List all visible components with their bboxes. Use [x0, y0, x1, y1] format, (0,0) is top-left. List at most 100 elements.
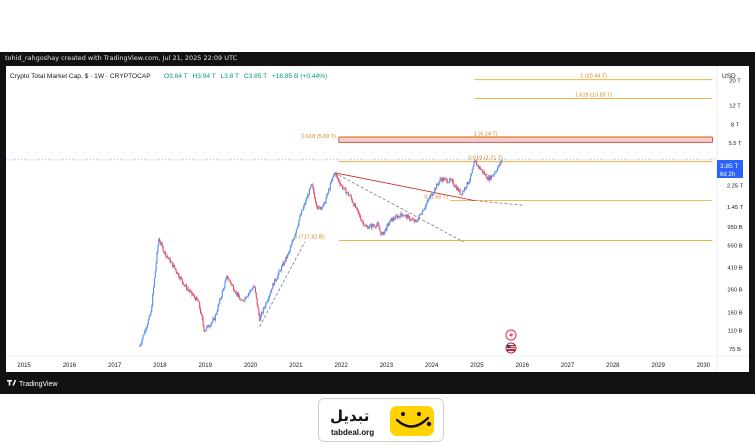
- candle-body: [281, 266, 283, 271]
- candle-body: [335, 174, 337, 176]
- candle-body: [161, 243, 163, 247]
- candle-body: [151, 306, 153, 312]
- x-tick-label: 2026: [516, 363, 530, 369]
- us-flag-icon[interactable]: [505, 342, 517, 354]
- y-tick-label: 8 T: [731, 123, 740, 129]
- candle-body: [453, 184, 455, 186]
- candle-body: [340, 184, 342, 186]
- candle-body: [226, 275, 228, 279]
- candle-body: [366, 226, 368, 227]
- candle-body: [153, 278, 155, 288]
- candle-body: [236, 292, 238, 296]
- candle-body: [341, 184, 343, 186]
- fib-level-label: 0 (1.65 T): [424, 195, 448, 201]
- candle-body: [189, 290, 191, 292]
- candle-body: [403, 215, 405, 217]
- candle-body: [345, 188, 347, 194]
- candle-body: [482, 169, 484, 173]
- candle-body: [323, 202, 325, 204]
- x-tick-label: 2021: [289, 363, 303, 369]
- candle-body: [243, 300, 245, 302]
- candle-body: [500, 162, 502, 163]
- candle-body: [250, 289, 252, 291]
- candle-body: [224, 282, 226, 288]
- candle-body: [196, 297, 198, 300]
- y-tick-label: 160 B: [727, 311, 742, 317]
- candle-body: [338, 179, 340, 183]
- candle-body: [200, 308, 202, 314]
- price-badge-bg: [717, 160, 743, 178]
- candle-body: [498, 165, 500, 166]
- candle-body: [321, 207, 323, 209]
- candle-body: [409, 216, 411, 221]
- candle-body: [449, 178, 451, 182]
- candle-body: [280, 270, 282, 271]
- candle-body: [257, 305, 259, 309]
- plot-area[interactable]: [6, 66, 717, 372]
- candle-body: [327, 193, 329, 195]
- candle-body: [179, 277, 182, 280]
- candle-body: [206, 327, 208, 330]
- candle-body: [152, 287, 155, 295]
- y-tick-label: 5.5 T: [728, 141, 742, 147]
- candle-body: [292, 240, 294, 242]
- candle-body: [283, 260, 285, 266]
- candle-body: [491, 175, 493, 177]
- candle-body: [363, 225, 365, 226]
- candle-body: [143, 334, 145, 336]
- candle-body: [432, 193, 434, 196]
- candle-body: [159, 242, 162, 244]
- candle-body: [186, 288, 189, 290]
- trendline: [474, 200, 523, 206]
- candle-body: [430, 193, 432, 196]
- candle-body: [334, 174, 337, 175]
- candle-body: [240, 299, 242, 301]
- candle-body: [258, 308, 260, 315]
- candle-body: [365, 225, 367, 227]
- time-axis[interactable]: [6, 356, 749, 372]
- candle-body: [361, 220, 363, 222]
- tabdeal-url: tabdeal.org: [331, 428, 374, 437]
- y-tick-label: 2.25 T: [727, 184, 744, 190]
- candle-body: [311, 184, 313, 185]
- candle-body: [456, 186, 458, 190]
- candle-body: [399, 216, 401, 218]
- candle-body: [274, 279, 277, 281]
- candle-body: [261, 312, 263, 314]
- candle-body: [298, 220, 300, 226]
- candle-body: [370, 224, 372, 228]
- candle-body: [140, 342, 142, 345]
- candle-body: [229, 280, 231, 283]
- candle-body: [170, 261, 172, 263]
- candle-body: [395, 215, 397, 220]
- candle-body: [172, 262, 174, 267]
- candle-body: [241, 300, 243, 301]
- candle-body: [247, 293, 250, 296]
- candle-body: [227, 275, 229, 279]
- candle-body: [344, 187, 346, 189]
- candle-body: [207, 325, 209, 328]
- candle-body: [475, 160, 477, 162]
- candle-body: [139, 346, 141, 347]
- y-tick-label: 260 B: [727, 287, 742, 293]
- candle-body: [426, 202, 428, 204]
- candle-body: [419, 214, 421, 216]
- candle-body: [416, 221, 418, 222]
- candle-body: [291, 241, 293, 245]
- candle-body: [276, 277, 278, 280]
- candle-body: [191, 291, 193, 295]
- y-tick-label: 410 B: [727, 266, 742, 272]
- candle-body: [361, 221, 364, 222]
- candle-body: [383, 231, 385, 235]
- x-tick-label: 2015: [17, 363, 31, 369]
- candle-body: [150, 311, 152, 316]
- candle-body: [233, 290, 236, 292]
- candle-body: [490, 175, 492, 180]
- candle-body: [389, 219, 391, 223]
- legend-change: +16.85 B (+0.44%): [272, 73, 327, 80]
- price-axis[interactable]: [717, 66, 749, 372]
- candle-body: [384, 228, 386, 232]
- candle-body: [373, 225, 375, 227]
- news-icon[interactable]: [505, 329, 517, 341]
